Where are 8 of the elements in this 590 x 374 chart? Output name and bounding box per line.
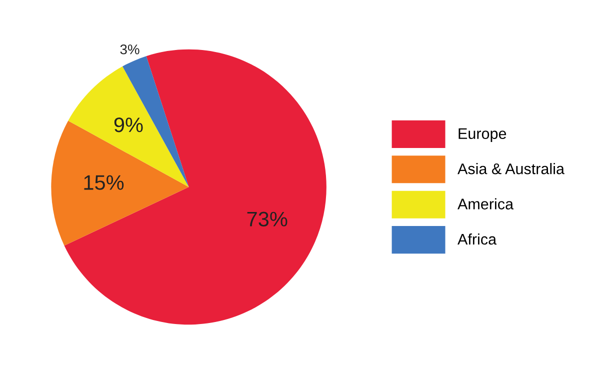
legend-label: Asia & Australia [458, 163, 564, 174]
legend-label: Africa [458, 233, 497, 245]
data-label: 9% [114, 118, 143, 132]
data-label: 73% [247, 212, 288, 226]
data-label: 15% [84, 175, 124, 190]
legend-label: Europe [458, 128, 506, 142]
legend-label: America [458, 198, 514, 210]
data-label: 3% [120, 44, 140, 54]
